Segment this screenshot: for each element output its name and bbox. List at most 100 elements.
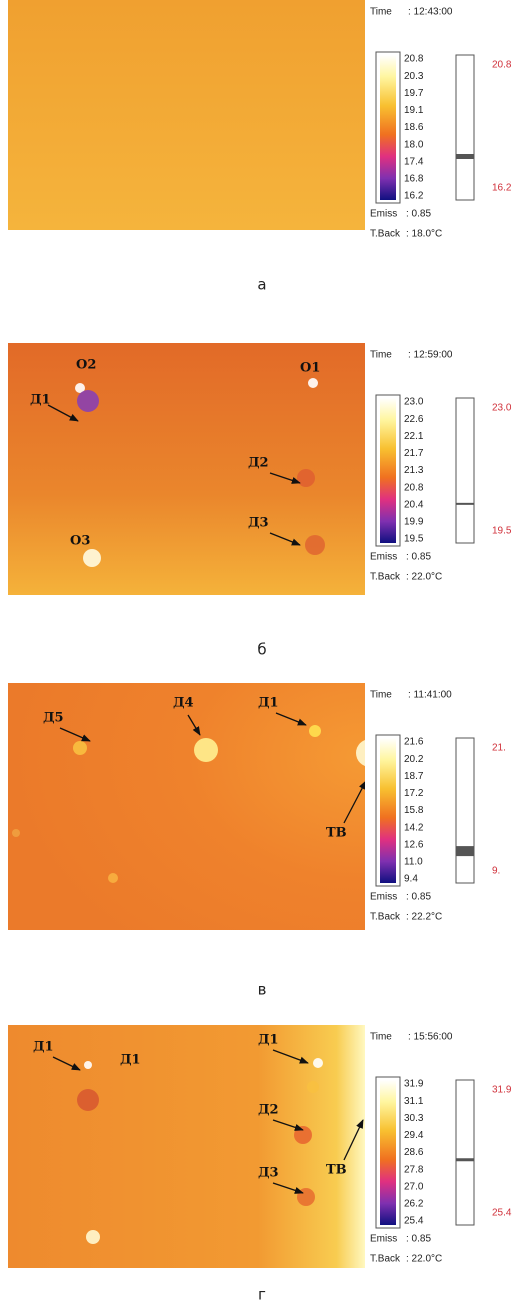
scale-label: 12.6 — [404, 839, 424, 850]
marker-arrow — [59, 727, 91, 742]
time-label: Time — [370, 690, 392, 701]
scale-label: 23.0 — [404, 397, 424, 408]
time-label: Time — [370, 1032, 392, 1043]
marker-label: О3 — [70, 534, 90, 549]
range-thumb — [456, 1158, 474, 1162]
marker-arrow — [269, 532, 301, 546]
hot-spot — [356, 739, 365, 767]
tback-value: : 22.0°C — [406, 1254, 442, 1265]
scale-label: 15.8 — [404, 805, 424, 816]
marker-label: Д1 — [258, 696, 279, 711]
caption: в — [258, 981, 267, 999]
caption: б — [257, 641, 266, 659]
emiss-value: : 0.85 — [406, 1234, 431, 1245]
range-slider — [455, 54, 475, 201]
marker-label: ТВ — [326, 1163, 347, 1178]
emiss-label: Emiss — [370, 892, 397, 903]
marker-label: О1 — [300, 361, 320, 376]
scale-label: 26.2 — [404, 1199, 424, 1210]
time-value: : 12:43:00 — [408, 7, 453, 18]
range-min: 25.4 — [492, 1208, 512, 1219]
marker-label: Д4 — [173, 696, 194, 711]
range-thumb — [456, 502, 474, 505]
scale-label: 19.9 — [404, 517, 424, 528]
scale-label: 20.3 — [404, 71, 424, 82]
emiss-value: : 0.85 — [406, 552, 431, 563]
image-background — [8, 343, 365, 595]
panel: Time: 12:43:00 20.8 20.3 19.7 19.1 18.6 18.0 17… — [8, 0, 512, 240]
tback-value: : 22.0°C — [406, 572, 442, 583]
hot-spot — [86, 1230, 100, 1244]
range-max: 20.8 — [492, 60, 512, 71]
panel: Д5 Д4 Д1 ТВ Time: 11:41:00 21.6 20.2 18.7 17.2 15… — [8, 683, 506, 930]
marker-arrow — [52, 1056, 81, 1071]
panel: О2 О1 Д1 Д2 Д3 О3 Time: 12:59:00 23.0 22.6 22.1 21… — [8, 343, 512, 595]
scale-label: 19.7 — [404, 88, 424, 99]
hot-spot — [297, 1188, 315, 1206]
hot-spot — [12, 829, 20, 837]
scale-label: 16.8 — [404, 174, 424, 185]
scale-label: 18.7 — [404, 771, 424, 782]
emiss-label: Emiss — [370, 1234, 397, 1245]
scale-label: 9.4 — [404, 874, 418, 885]
time-label: Time — [370, 7, 392, 18]
hot-spot — [309, 725, 321, 737]
time-value: : 12:59:00 — [408, 350, 453, 361]
time-label: Time — [370, 350, 392, 361]
scale-label: 17.4 — [404, 156, 424, 167]
color-scale — [380, 1080, 396, 1225]
color-scale — [380, 398, 396, 543]
time-value: : 11:41:00 — [408, 690, 452, 701]
marker-arrow — [275, 712, 307, 726]
scale-label: 27.0 — [404, 1181, 424, 1192]
hot-spot — [84, 1061, 92, 1069]
scale-label: 19.1 — [404, 105, 424, 116]
emiss-value: : 0.85 — [406, 892, 431, 903]
hot-spot — [73, 741, 87, 755]
scale-label: 16.2 — [404, 191, 424, 202]
range-max: 21. — [492, 743, 506, 754]
marker-label: Д3 — [248, 516, 269, 531]
hot-spot — [297, 469, 315, 487]
range-slider — [455, 1079, 475, 1226]
range-max: 23.0 — [492, 403, 512, 414]
hot-spot — [305, 535, 325, 555]
hot-spot — [83, 549, 101, 567]
scale-label: 31.9 — [404, 1079, 424, 1090]
thermal-image: Д5 Д4 Д1 ТВ — [8, 683, 365, 930]
marker-arrow — [343, 1119, 364, 1161]
tback-label: T.Back — [370, 912, 401, 923]
scale-label: 22.6 — [404, 414, 424, 425]
marker-label: О2 — [76, 358, 96, 373]
scale-label: 19.5 — [404, 534, 424, 545]
thermal-image — [8, 0, 365, 230]
marker-label: Д2 — [258, 1103, 279, 1118]
marker-label: Д3 — [258, 1166, 279, 1181]
marker-label: Д1 — [33, 1040, 54, 1055]
scale-label: 22.1 — [404, 431, 424, 442]
emiss-label: Emiss — [370, 552, 397, 563]
scale-label: 21.6 — [404, 737, 424, 748]
range-slider — [455, 737, 475, 884]
tback-value: : 18.0°C — [406, 229, 442, 240]
range-max: 31.9 — [492, 1085, 512, 1096]
range-min: 16.2 — [492, 183, 512, 194]
scale-label: 14.2 — [404, 822, 424, 833]
caption: а — [257, 276, 266, 294]
hot-spot — [294, 1126, 312, 1144]
hot-spot — [194, 738, 218, 762]
marker-arrow — [272, 1049, 309, 1064]
scale-label: 11.0 — [404, 857, 423, 868]
scale-label: 28.6 — [404, 1147, 424, 1158]
emiss-label: Emiss — [370, 209, 397, 220]
marker-arrow — [272, 1182, 304, 1194]
hot-spot — [313, 1058, 323, 1068]
tback-value: : 22.2°C — [406, 912, 442, 923]
marker-arrow — [272, 1119, 304, 1131]
hot-spot — [75, 383, 85, 393]
range-thumb — [456, 846, 474, 857]
scale-label: 18.6 — [404, 122, 424, 133]
hot-spot — [108, 873, 118, 883]
color-scale — [380, 55, 396, 200]
